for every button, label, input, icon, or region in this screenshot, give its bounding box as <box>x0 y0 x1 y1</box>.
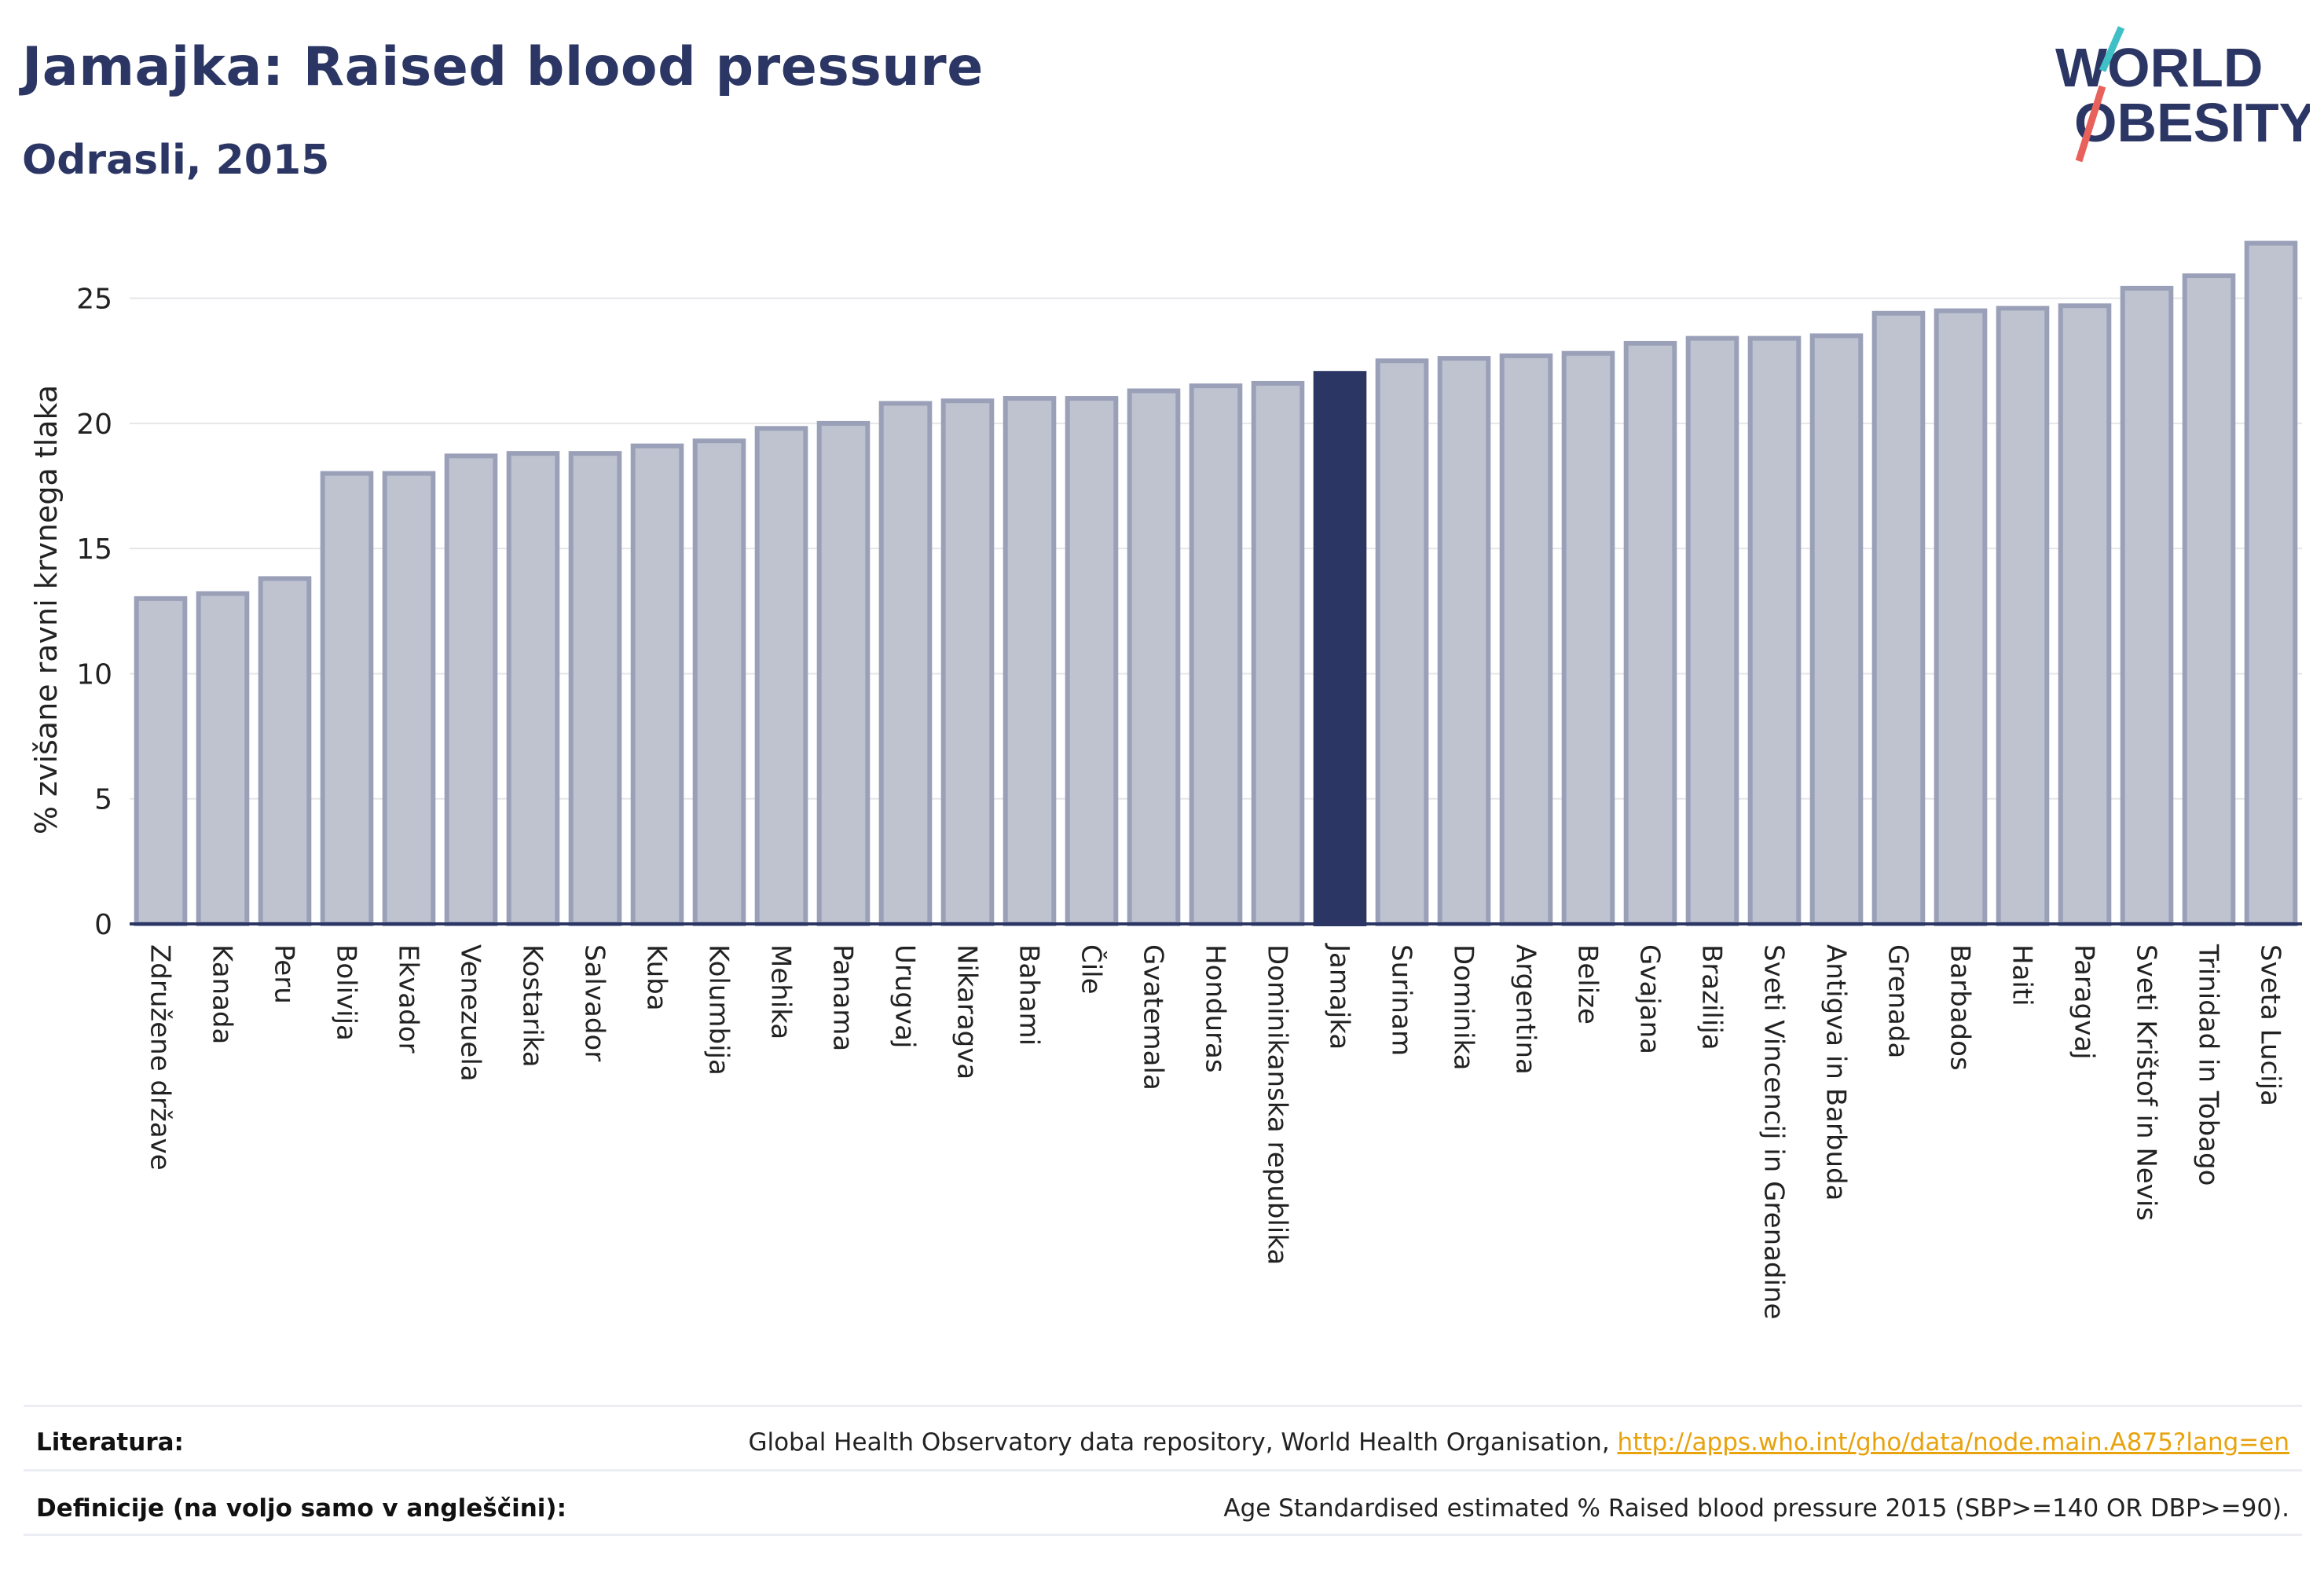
x-tick-label: Bahami <box>1014 944 1045 1046</box>
bar-gvajana <box>1623 340 1677 926</box>
bar-združene-države <box>134 596 188 927</box>
bar-venezuela <box>444 453 498 926</box>
bar-panama <box>816 420 871 926</box>
bar-sveta-lucija <box>2244 240 2298 927</box>
x-tick-label: Surinam <box>1386 944 1417 1056</box>
x-tick-label: Nikaragva <box>951 944 983 1079</box>
bar-belize <box>1561 350 1615 926</box>
bar-mehika <box>754 426 808 926</box>
y-tick-label: 20 <box>76 409 112 441</box>
logo-slash-teal <box>2099 26 2125 72</box>
x-tick-label: Brazilija <box>1696 944 1728 1050</box>
x-tick-label: Gvajana <box>1634 944 1666 1054</box>
chart-title: Jamajka: Raised blood pressure <box>22 36 984 98</box>
x-tick-label: Združene države <box>145 944 176 1171</box>
references-link[interactable]: http://apps.who.int/gho/data/node.main.A… <box>1617 1428 2289 1457</box>
bar-paragvaj <box>2058 303 2112 926</box>
bar-bahami <box>1003 396 1057 926</box>
x-tick-label: Trinidad in Tobago <box>2193 944 2224 1186</box>
x-tick-label: Ekvador <box>393 944 424 1054</box>
x-tick-label: Čile <box>1076 944 1108 995</box>
bar-argentina <box>1499 353 1553 927</box>
x-tick-label: Antigva in Barbuda <box>1820 944 1852 1200</box>
chart-subtitle: Odrasli, 2015 <box>22 137 330 184</box>
footer-divider-bottom <box>24 1534 2302 1536</box>
x-tick-label: Barbados <box>1945 944 1976 1071</box>
bar-antigva-in-barbuda <box>1809 333 1864 927</box>
x-tick-label: Gvatemala <box>1138 944 1169 1090</box>
bar-čile <box>1065 396 1119 926</box>
bar-nikaragva <box>940 398 995 926</box>
bar-peru <box>258 576 312 926</box>
x-tick-label: Sveti Krištof in Nevis <box>2131 944 2162 1221</box>
bar-kuba <box>630 443 684 926</box>
bar-bolivija <box>320 471 374 926</box>
x-tick-label: Sveti Vincencij in Grenadine <box>1758 944 1790 1319</box>
footer-divider-top <box>24 1405 2302 1407</box>
y-tick-label: 0 <box>94 909 112 941</box>
bar-honduras <box>1189 383 1243 926</box>
x-tick-label: Venezuela <box>455 944 486 1082</box>
x-tick-label: Peru <box>269 944 300 1004</box>
bar-kostarika <box>506 451 560 926</box>
bar-sveti-vincencij-in-grenadine <box>1747 335 1802 926</box>
bar-urugvaj <box>878 401 933 926</box>
y-tick-label: 25 <box>76 284 112 316</box>
y-tick-label: 15 <box>76 533 112 566</box>
bar-brazilija <box>1685 335 1739 926</box>
definitions-text: Age Standardised estimated % Raised bloo… <box>1223 1494 2289 1523</box>
bar-jamajka <box>1313 371 1367 926</box>
x-tick-label: Panama <box>827 944 859 1051</box>
bar-dominikanska-republika <box>1251 380 1305 926</box>
bar-kanada <box>196 591 250 927</box>
tick-labels: 0 5 10 15 20 25 Združene države Kanada Peru Boliv… <box>76 284 2286 1320</box>
y-tick-label: 10 <box>76 658 112 691</box>
logo-line-1: WORLD <box>2055 37 2263 98</box>
x-tick-label: Sveta Lucija <box>2255 944 2286 1106</box>
x-tick-label: Honduras <box>1200 944 1231 1073</box>
bar-trinidad-in-tobago <box>2182 273 2236 926</box>
x-tick-label: Kolumbija <box>703 944 735 1076</box>
bar-gvatemala <box>1127 388 1181 926</box>
logo-line-2: OBESITY <box>2074 92 2310 153</box>
bar-ekvador <box>382 471 436 926</box>
x-tick-label: Salvador <box>579 944 610 1061</box>
x-tick-label: Argentina <box>1510 944 1541 1075</box>
bar-salvador <box>568 451 622 926</box>
x-tick-label: Dominikanska republika <box>1262 944 1293 1265</box>
bar-surinam <box>1375 358 1429 927</box>
references-label: Literatura: <box>36 1428 184 1457</box>
x-tick-label: Kostarika <box>517 944 548 1068</box>
bar-dominika <box>1437 356 1491 926</box>
x-tick-label: Mehika <box>765 944 797 1039</box>
logo-slash-coral <box>2075 85 2106 163</box>
bar-sveti-krištof-in-nevis <box>2120 285 2174 926</box>
x-tick-label: Grenada <box>1882 944 1914 1058</box>
x-tick-label: Kanada <box>207 944 238 1044</box>
y-axis-label: % zvišane ravni krvnega tlaka <box>29 385 64 834</box>
x-tick-label: Belize <box>1572 944 1604 1024</box>
x-tick-label: Jamajka <box>1324 943 1355 1050</box>
bar-barbados <box>1934 308 1988 926</box>
x-tick-label: Haiti <box>2007 944 2038 1006</box>
x-tick-label: Kuba <box>641 944 673 1011</box>
references-value: Global Health Observatory data repositor… <box>748 1428 2289 1457</box>
bar-haiti <box>1996 306 2050 926</box>
definitions-label: Definicije (na voljo samo v angleščini): <box>36 1494 566 1523</box>
bar-chart: 0 5 10 15 20 25 Združene države Kanada Peru Boliv… <box>29 240 2302 1320</box>
y-tick-label: 5 <box>94 784 112 816</box>
x-tick-label: Urugvaj <box>889 944 921 1048</box>
bar-kolumbija <box>692 438 746 926</box>
footer-divider-middle <box>24 1469 2302 1472</box>
bar-grenada <box>1871 310 1926 926</box>
references-text: Global Health Observatory data repositor… <box>748 1428 1618 1457</box>
bars <box>134 240 2298 927</box>
x-tick-label: Paragvaj <box>2069 944 2100 1060</box>
x-tick-label: Bolivija <box>331 944 362 1041</box>
x-tick-label: Dominika <box>1448 944 1479 1070</box>
world-obesity-logo: WORLD OBESITY <box>2055 26 2310 163</box>
